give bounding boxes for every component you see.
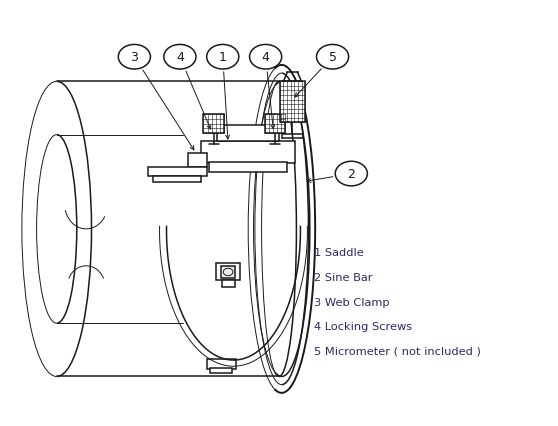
Bar [218,126,279,141]
Bar [280,82,305,123]
Text: 3: 3 [131,51,138,64]
Bar [222,280,234,287]
Bar [204,115,224,134]
Text: 5 Micrometer ( not included ): 5 Micrometer ( not included ) [314,346,480,356]
Bar [148,168,206,176]
Text: 2 Sine Bar: 2 Sine Bar [314,272,372,282]
Bar [201,141,295,164]
Bar [210,368,232,373]
Text: 2: 2 [348,168,355,181]
Text: 4 Locking Screws: 4 Locking Screws [314,321,412,331]
Text: 4: 4 [176,51,184,64]
Text: 4: 4 [262,51,270,64]
Bar [221,267,235,278]
Bar [209,163,287,172]
Bar [153,176,201,182]
Bar [188,154,206,168]
Bar [217,263,240,280]
Text: 3 Web Clamp: 3 Web Clamp [314,297,389,307]
Text: 5: 5 [329,51,336,64]
Bar [264,115,285,134]
Text: 1 Saddle: 1 Saddle [314,248,364,258]
Text: 1: 1 [219,51,227,64]
Bar [206,359,236,369]
